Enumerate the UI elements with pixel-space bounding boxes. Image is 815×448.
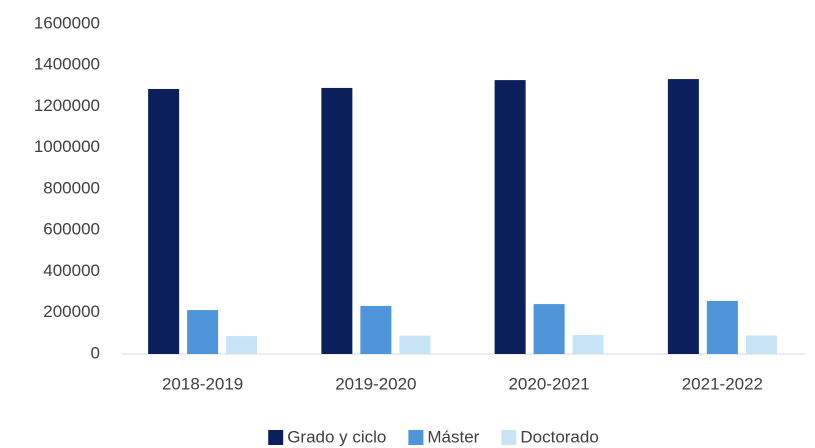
bar (399, 335, 431, 354)
bar (706, 300, 738, 354)
y-tick-label: 800000 (43, 178, 100, 197)
bar (148, 88, 180, 354)
y-tick-label: 1600000 (34, 13, 100, 32)
x-tick-label: 2018-2019 (162, 374, 243, 393)
y-tick-label: 1000000 (34, 137, 100, 156)
bar (187, 310, 219, 354)
x-tick-label: 2020-2021 (508, 374, 589, 393)
bar (226, 336, 258, 354)
bar (745, 335, 777, 354)
bar (360, 305, 392, 354)
bar (572, 335, 604, 354)
x-tick-label: 2021-2022 (682, 374, 763, 393)
legend-label: Doctorado (520, 427, 598, 446)
y-tick-label: 600000 (43, 220, 100, 239)
legend-swatch (408, 430, 424, 445)
y-tick-label: 400000 (43, 261, 100, 280)
bar (533, 304, 565, 354)
legend-label: Máster (427, 427, 479, 446)
y-tick-label: 1200000 (34, 96, 100, 115)
y-tick-label: 1400000 (34, 55, 100, 74)
y-tick-label: 200000 (43, 302, 100, 321)
legend-swatch (268, 430, 284, 445)
bar (667, 79, 699, 354)
bar (321, 87, 353, 354)
x-tick-label: 2019-2020 (335, 374, 416, 393)
bar (494, 80, 526, 354)
legend-swatch (501, 430, 517, 445)
y-tick-label: 0 (91, 343, 100, 362)
legend-label: Grado y ciclo (287, 427, 386, 446)
